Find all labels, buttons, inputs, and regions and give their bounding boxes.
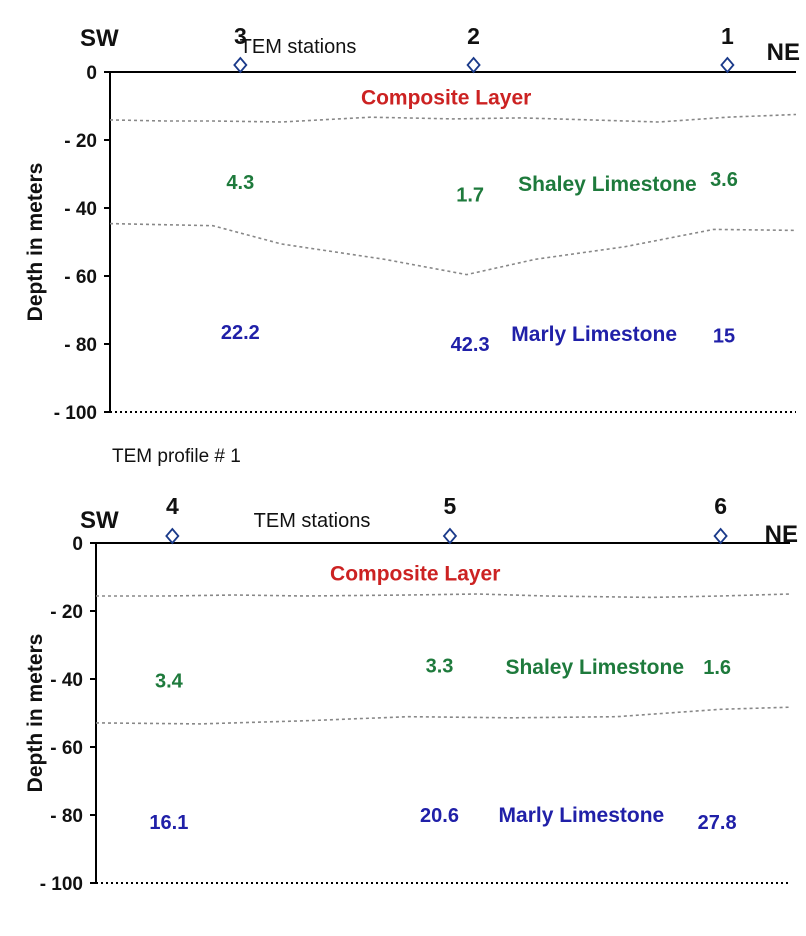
- p1-value-5: 15: [713, 326, 735, 348]
- p2-value-1: 3.3: [426, 655, 454, 677]
- p2-tick-label-2: - 40: [50, 670, 83, 691]
- p1-station-number-2: 1: [721, 23, 734, 49]
- p1-value-0: 4.3: [226, 172, 254, 194]
- p1-layer-name-2: Marly Limestone: [511, 323, 677, 346]
- p1-tick-label-2: - 40: [64, 199, 97, 220]
- p2-dir-left: SW: [80, 507, 119, 534]
- p2-station-marker-0: [165, 527, 180, 545]
- p1-ylabel: Depth in meters: [24, 163, 47, 322]
- p1-station-number-1: 2: [467, 23, 480, 49]
- p2-ylabel: Depth in meters: [24, 634, 47, 793]
- p2-value-4: 20.6: [420, 805, 459, 827]
- p2-dir-right: NE: [765, 521, 798, 548]
- p2-layer-name-1: Shaley Limestone: [505, 656, 684, 679]
- p2-tick-label-1: - 20: [50, 602, 83, 623]
- p1-tick-label-3: - 60: [64, 267, 97, 288]
- p2-station-marker-2: [713, 527, 728, 545]
- p2-station-marker-1: [442, 527, 458, 545]
- p1-tick-label-0: 0: [86, 63, 97, 84]
- p2-tick-label-5: - 100: [40, 874, 83, 895]
- p2-tick-label-3: - 60: [50, 738, 83, 759]
- p2-station-number-0: 4: [166, 493, 179, 519]
- p2-value-2: 1.6: [703, 657, 731, 679]
- p1-layer-name-0: Composite Layer: [361, 87, 531, 110]
- p2-value-0: 3.4: [155, 671, 184, 693]
- p1-boundary-shaley-base: [109, 222, 797, 276]
- p1-boundary-composite-base: [109, 113, 797, 123]
- p1-value-3: 22.2: [221, 322, 260, 344]
- p2-station-number-1: 5: [444, 493, 457, 519]
- p1-tick-label-5: - 100: [54, 403, 97, 424]
- p2-stations-title: TEM stations: [254, 510, 371, 532]
- p1-dir-left: SW: [80, 25, 119, 52]
- p1-station-marker-0: [233, 56, 248, 74]
- p2-layer-name-2: Marly Limestone: [499, 804, 665, 827]
- p1-tick-label-1: - 20: [64, 131, 97, 152]
- p2-boundary-composite-base: [96, 593, 791, 599]
- p1-station-marker-2: [720, 56, 735, 74]
- p2-boundary-shaley-base: [95, 706, 791, 725]
- p2-value-5: 27.8: [698, 812, 737, 834]
- profile-caption: TEM profile # 1: [112, 446, 241, 467]
- profile-2-panel: 0 - 20 - 40 - 60 - 80 - 100 Depth in meters SW N…: [24, 493, 798, 895]
- p2-layer-name-0: Composite Layer: [330, 563, 500, 586]
- profile-1-panel: 0 - 20 - 40 - 60 - 80 - 100 Depth in meters SW N…: [24, 23, 800, 424]
- p2-station-number-2: 6: [714, 493, 727, 519]
- p2-tick-label-4: - 80: [50, 806, 83, 827]
- p1-stations-title: TEM stations: [240, 36, 357, 58]
- p1-layer-name-1: Shaley Limestone: [518, 173, 697, 196]
- p1-value-4: 42.3: [451, 334, 490, 356]
- p2-value-3: 16.1: [149, 812, 188, 834]
- p2-tick-label-0: 0: [72, 534, 83, 555]
- p1-value-2: 3.6: [710, 169, 738, 191]
- p1-value-1: 1.7: [456, 184, 484, 206]
- p1-dir-right: NE: [767, 39, 800, 66]
- p1-tick-label-4: - 80: [64, 335, 97, 356]
- p1-station-number-0: 3: [234, 23, 247, 49]
- p1-station-marker-1: [466, 56, 481, 74]
